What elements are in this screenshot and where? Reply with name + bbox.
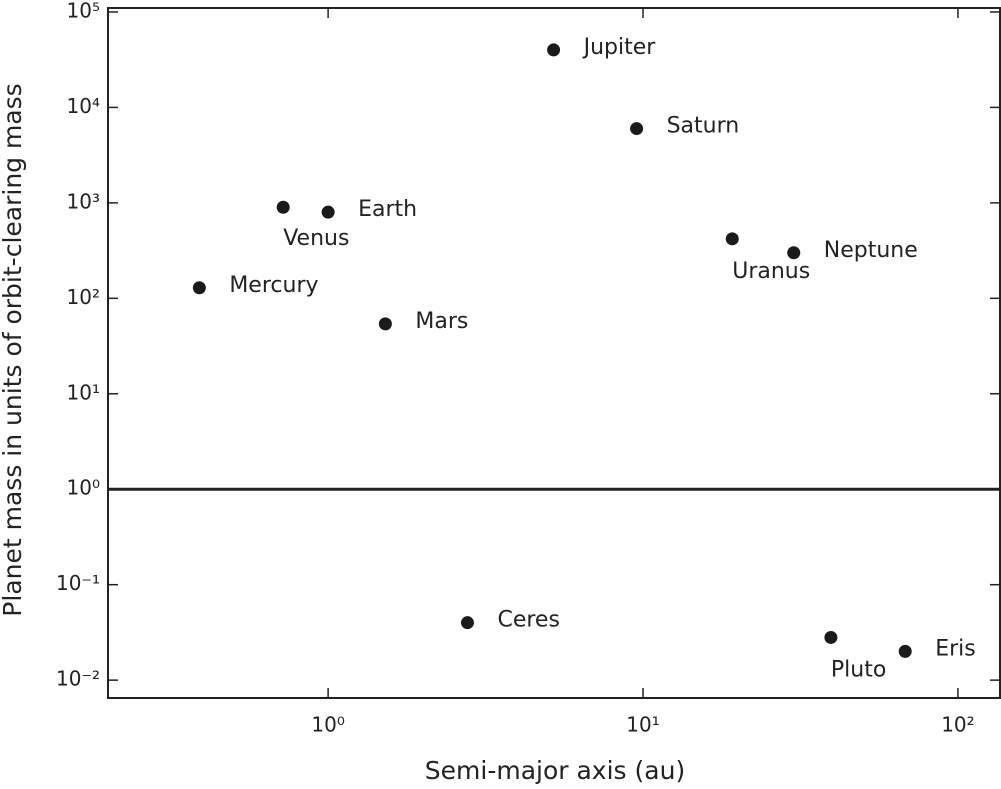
point — [321, 205, 335, 219]
y-tick-label: 10⁰ — [67, 476, 100, 500]
point — [276, 200, 290, 214]
x-tick-label: 10² — [941, 713, 974, 737]
point — [547, 43, 561, 57]
y-tick-label: 10² — [67, 285, 100, 309]
x-tick-label: 10⁰ — [311, 713, 344, 737]
point — [725, 232, 739, 246]
point — [630, 122, 644, 136]
x-axis-label: Semi-major axis (au) — [425, 756, 685, 785]
point-label: Ceres — [497, 608, 559, 633]
point-label: Uranus — [732, 259, 810, 284]
point-label: Venus — [283, 226, 349, 251]
y-axis-label: Planet mass in units of orbit-clearing m… — [0, 83, 27, 616]
y-tick-label: 10¹ — [67, 380, 100, 404]
y-tick-label: 10⁴ — [67, 94, 100, 118]
point-label: Jupiter — [582, 35, 657, 60]
y-tick-label: 10⁻² — [56, 667, 100, 691]
point — [378, 317, 392, 331]
y-tick-label: 10⁵ — [67, 0, 100, 22]
plot-frame — [107, 7, 1001, 699]
point-label: Neptune — [824, 238, 918, 263]
y-tick-label: 10³ — [67, 189, 100, 213]
point — [192, 281, 206, 295]
point-label: Saturn — [667, 114, 740, 139]
point — [824, 630, 838, 644]
y-tick-label: 10⁻¹ — [56, 571, 100, 595]
x-tick-label: 10¹ — [626, 713, 659, 737]
point-label: Pluto — [831, 657, 886, 682]
point-label: Mars — [415, 309, 468, 334]
point — [787, 246, 801, 260]
point — [898, 644, 912, 658]
point — [460, 616, 474, 630]
point-label: Eris — [935, 636, 976, 661]
point-label: Mercury — [229, 273, 318, 298]
point-label: Earth — [358, 197, 417, 222]
